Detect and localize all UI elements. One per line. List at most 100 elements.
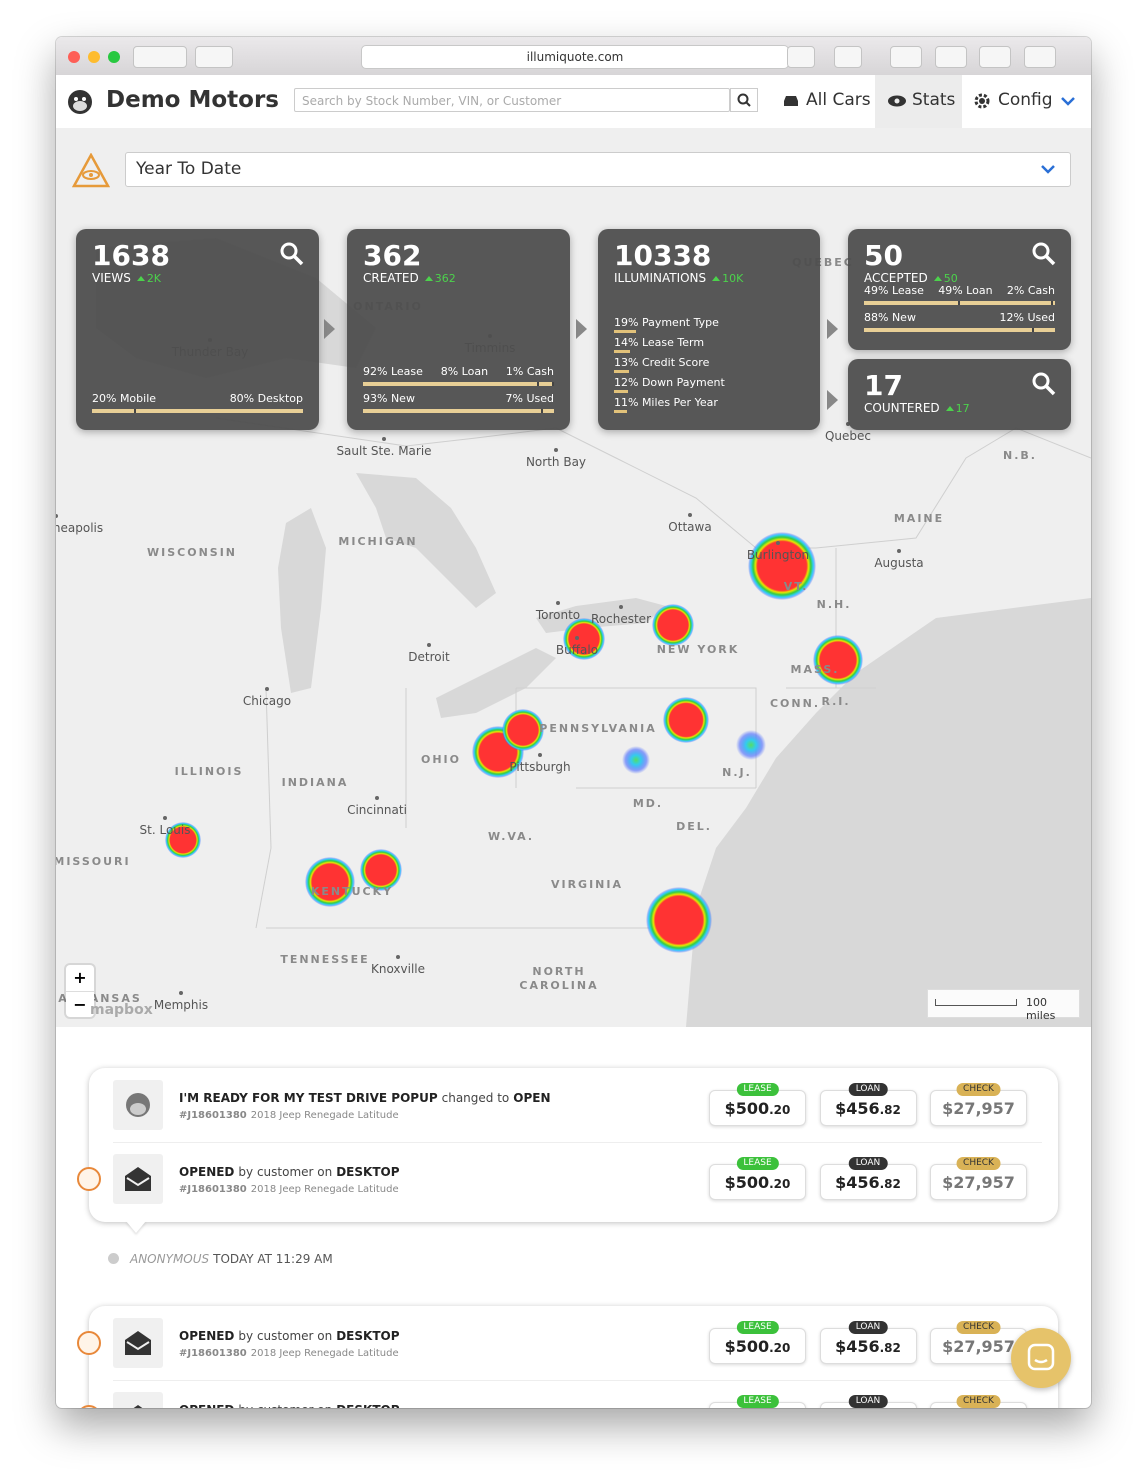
price-type: LOAN xyxy=(848,1321,888,1334)
price-box[interactable]: CHECK$27,957 xyxy=(930,1395,1027,1408)
factor-bar xyxy=(614,370,629,373)
icon-graphic xyxy=(125,1167,151,1191)
flow-arrow xyxy=(576,319,587,339)
factor-bar xyxy=(614,390,628,393)
item-action: OPENED xyxy=(179,1403,234,1408)
info[interactable] xyxy=(935,46,967,68)
stock-number: #J18601380 xyxy=(179,1110,247,1121)
extension[interactable] xyxy=(787,46,815,68)
feed-group: I'M READY FOR MY TEST DRIVE POPUP changed… xyxy=(77,1068,1058,1222)
price-box[interactable]: LOAN$456.82 xyxy=(819,1083,917,1126)
price-amount: $456 xyxy=(835,1173,880,1192)
stat-value: 17 xyxy=(864,369,903,402)
brand[interactable]: Demo Motors xyxy=(106,87,279,113)
search-button[interactable] xyxy=(730,88,758,112)
price-box[interactable]: CHECK $27,957 xyxy=(930,1157,1027,1200)
handle xyxy=(1044,384,1056,396)
price-box[interactable]: LEASE$500.20 xyxy=(709,1395,806,1408)
heat-spot xyxy=(622,746,650,774)
city-label: Chicago xyxy=(243,694,291,708)
zoom-in[interactable]: + xyxy=(66,965,94,992)
region-label: MICHIGAN xyxy=(338,535,417,548)
item-icon xyxy=(113,1154,163,1204)
item-action: OPENED xyxy=(179,1165,235,1179)
gear-icon xyxy=(974,93,990,109)
stat-delta-wrap: 10K xyxy=(712,272,743,285)
bookmarks-button[interactable] xyxy=(195,46,233,68)
region-label: WISCONSIN xyxy=(147,546,237,559)
nav-all-cars[interactable]: All Cars xyxy=(806,90,871,110)
price-type: LEASE xyxy=(736,1321,779,1334)
extension[interactable] xyxy=(834,46,862,68)
zoom-out[interactable]: − xyxy=(73,995,87,1014)
split-label: 80% Desktop xyxy=(229,392,303,405)
download[interactable] xyxy=(890,46,922,68)
price-cents: .82 xyxy=(879,1341,901,1355)
price-type: CHECK xyxy=(956,1157,1001,1170)
search-icon[interactable] xyxy=(279,241,305,267)
stat-card: 1638 VIEWS 2K 20% Mobile 80% Desktop xyxy=(76,229,319,430)
item-sub: #J18601380 2018 Jeep Renegade Latitude xyxy=(179,1110,399,1121)
vehicle: 2018 Jeep Renegade Latitude xyxy=(250,1110,399,1121)
stat-label-row: ACCEPTED 50 xyxy=(864,271,958,285)
tabs[interactable] xyxy=(1024,46,1056,68)
config-chevron[interactable] xyxy=(1060,95,1076,107)
city-dot xyxy=(776,541,780,545)
price-box[interactable]: LEASE$500.20 xyxy=(709,1157,806,1200)
item-action: I'M READY FOR MY TEST DRIVE POPUP xyxy=(179,1091,438,1105)
flow-arrow xyxy=(324,319,335,339)
nav-config[interactable]: Config xyxy=(998,90,1053,110)
city-dot xyxy=(619,605,623,609)
back-forward[interactable] xyxy=(133,46,187,68)
chat-button[interactable] xyxy=(1011,1328,1071,1388)
price-box[interactable]: LOAN$456.82 xyxy=(819,1395,917,1408)
split-label: 20% Mobile xyxy=(92,392,157,405)
price-amount: $27,957 xyxy=(942,1173,1015,1192)
group-pointer xyxy=(126,1221,146,1233)
split-label: 92% Lease xyxy=(363,365,423,378)
item-sub: #J18601380 2018 Jeep Renegade Latitude xyxy=(179,1348,399,1359)
price-box[interactable]: LOAN$456.82 xyxy=(819,1157,917,1200)
region-label: N.H. xyxy=(817,598,852,611)
price-box[interactable]: CHECK$27,957 xyxy=(930,1083,1027,1126)
stat-delta: 362 xyxy=(434,272,456,285)
split-label: 8% Loan xyxy=(440,365,489,378)
stat-label: COUNTERED xyxy=(864,401,940,415)
split: 88% New 12% Used xyxy=(864,311,1055,332)
lens xyxy=(1032,372,1050,390)
envelope xyxy=(133,1405,143,1408)
price-cents: .20 xyxy=(769,1177,791,1191)
select-chevron[interactable] xyxy=(1040,163,1056,175)
city-dot xyxy=(556,601,560,605)
region-label: DEL. xyxy=(676,820,712,833)
search-input[interactable]: Search by Stock Number, VIN, or Customer xyxy=(294,88,730,112)
price-box[interactable]: LOAN$456.82 xyxy=(819,1321,917,1364)
share[interactable] xyxy=(979,46,1011,68)
period-select[interactable]: Year To Date xyxy=(125,152,1071,187)
price-box[interactable]: LEASE$500.20 xyxy=(709,1083,806,1126)
split-segment xyxy=(92,409,135,413)
city-dot xyxy=(554,448,558,452)
icon-graphic xyxy=(126,1093,150,1117)
price-box[interactable]: LEASE$500.20 xyxy=(709,1321,806,1364)
stat-value: 10338 xyxy=(614,239,712,272)
price-box[interactable]: CHECK$27,957 xyxy=(930,1321,1027,1364)
feed-group: OPENED by customer on DESKTOP #J18601380 201… xyxy=(77,1306,1058,1408)
split-labels: 88% New 12% Used xyxy=(864,311,1055,324)
region-label: PENNSYLVANIA xyxy=(539,722,656,735)
heat-spot xyxy=(736,730,766,760)
address-bar[interactable]: illumiquote.com xyxy=(361,45,789,69)
item-target: DESKTOP xyxy=(336,1329,400,1343)
search-icon[interactable] xyxy=(1031,241,1057,267)
stat-delta-wrap: 17 xyxy=(945,402,970,415)
split-segment xyxy=(864,328,1033,332)
region-label: INDIANA xyxy=(282,776,349,789)
search-icon[interactable] xyxy=(1031,371,1057,397)
search-icon xyxy=(737,93,751,107)
stock-number: #J18601380 xyxy=(179,1348,247,1359)
heat-spot xyxy=(502,709,544,751)
price-type: LOAN xyxy=(848,1395,888,1408)
separator xyxy=(113,1142,1042,1143)
